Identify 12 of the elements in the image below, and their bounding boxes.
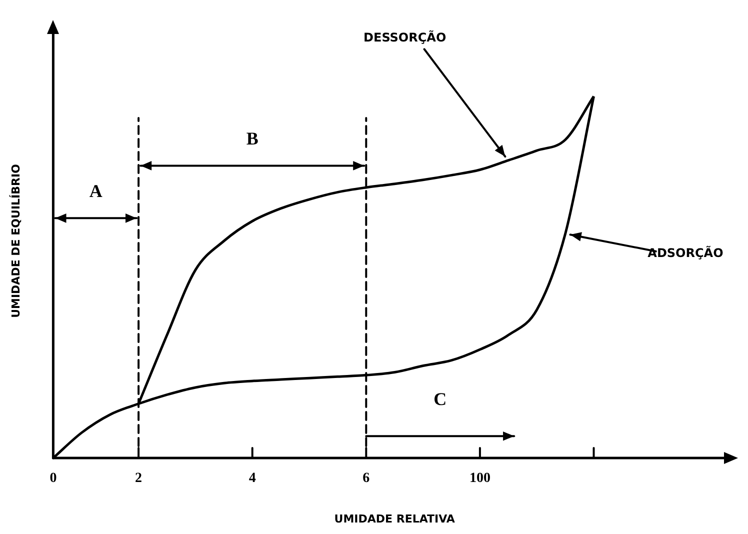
- x-tick-label: 4: [248, 471, 256, 486]
- text: DESSORÇÃO: [364, 30, 446, 45]
- annotation: C: [434, 388, 447, 409]
- x-tick-label: 100: [469, 471, 490, 486]
- annotation: B: [246, 128, 258, 148]
- x-tick-label: 0: [50, 471, 57, 486]
- x-tick-label: 6: [362, 471, 370, 486]
- x-axis-title: UMIDADE RELATIVA: [334, 512, 456, 526]
- y-axis-title: UMIDADE DE EQUILÍBRIO: [8, 164, 22, 318]
- annotation: A: [89, 180, 102, 201]
- annotation: ADSORÇÃO: [648, 244, 724, 260]
- x-tick-label: 2: [135, 471, 142, 486]
